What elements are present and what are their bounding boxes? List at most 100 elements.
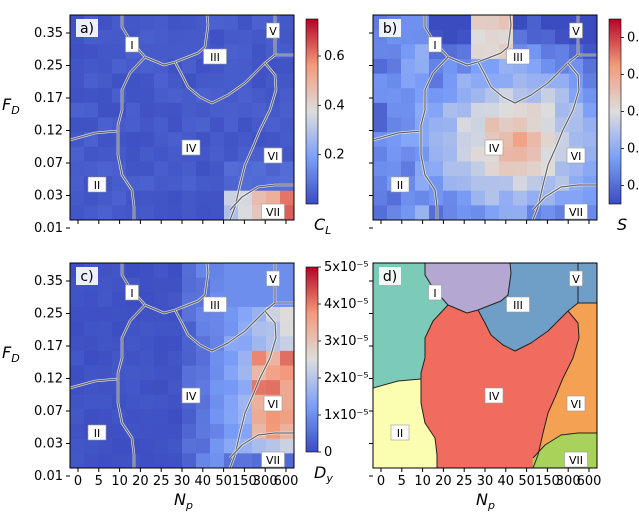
phase-boundary xyxy=(424,263,512,314)
heatmap-cell xyxy=(112,438,127,454)
heatmap-cell xyxy=(401,132,416,148)
heatmap-cell xyxy=(196,190,211,206)
heatmap-cell xyxy=(266,365,281,381)
region-label-box xyxy=(87,176,107,193)
x-tick-label: 50 xyxy=(215,474,232,489)
heatmap-cell xyxy=(224,161,239,177)
heatmap-cell xyxy=(182,424,197,440)
heatmap-cell xyxy=(387,117,402,133)
heatmap-cell xyxy=(238,453,253,468)
colorbar-tick-label: 0.3 xyxy=(627,179,639,194)
heatmap-cell xyxy=(168,15,183,31)
heatmap-cell xyxy=(238,58,253,75)
heatmap-cell xyxy=(415,15,430,31)
colorbar-tick-label: 0.2 xyxy=(324,148,345,163)
heatmap-cell xyxy=(266,161,281,177)
heatmap-cell xyxy=(527,117,542,133)
phase-boundary xyxy=(229,432,294,459)
heatmap-cell xyxy=(168,438,183,454)
heatmap-cell xyxy=(513,15,528,31)
heatmap-cell xyxy=(210,321,225,337)
heatmap-cell xyxy=(457,161,472,177)
phase-boundary xyxy=(532,184,597,211)
region-label-box xyxy=(263,395,283,412)
heatmap-cell xyxy=(569,117,584,133)
heatmap-cell xyxy=(485,102,500,119)
heatmap-cell xyxy=(224,132,239,148)
heatmap-cell xyxy=(415,58,430,75)
heatmap-cell xyxy=(98,146,113,163)
heatmap-cell xyxy=(499,117,514,133)
heatmap-cell xyxy=(168,146,183,163)
heatmap-cell xyxy=(84,394,99,411)
heatmap-cell xyxy=(154,336,169,352)
heatmap-cell xyxy=(457,190,472,206)
region-label: V xyxy=(269,273,277,286)
heatmap-cell xyxy=(527,73,542,89)
heatmap-cell xyxy=(182,438,197,454)
heatmap-cell xyxy=(196,102,211,119)
heatmap-cell xyxy=(70,190,85,206)
phase-boundary xyxy=(229,310,277,468)
heatmap-cell xyxy=(196,321,211,337)
heatmap-cell xyxy=(168,365,183,381)
heatmap-cell xyxy=(238,350,253,367)
heatmap-cell xyxy=(168,321,183,337)
heatmap-cell xyxy=(140,146,155,163)
heatmap-cell xyxy=(443,29,458,45)
heatmap-cell xyxy=(224,88,239,104)
heatmap-cell xyxy=(140,117,155,133)
region-label-box xyxy=(125,36,139,53)
region-label: V xyxy=(572,25,580,38)
heatmap-cell xyxy=(98,44,113,60)
region-label-box xyxy=(390,176,410,193)
heatmap-cell xyxy=(485,88,500,104)
heatmap-cell xyxy=(224,394,239,411)
heatmap-cell xyxy=(84,336,99,352)
heatmap-cell xyxy=(583,132,597,148)
region-label-box xyxy=(181,139,201,156)
heatmap-cell xyxy=(499,205,514,220)
heatmap-cell xyxy=(210,438,225,454)
heatmap-cell xyxy=(401,146,416,163)
heatmap-cell xyxy=(252,15,267,31)
heatmap-cell xyxy=(224,350,239,367)
panel-b-plot xyxy=(373,15,597,220)
heatmap-cell xyxy=(401,15,416,31)
heatmap-cell xyxy=(140,350,155,367)
region-label-box xyxy=(266,270,280,287)
phase-boundary xyxy=(420,56,449,220)
heatmap-cell xyxy=(583,102,597,119)
heatmap-cell xyxy=(238,380,253,396)
phase-boundary xyxy=(229,184,294,211)
heatmap-cell xyxy=(70,205,85,220)
heatmap-cell xyxy=(224,292,239,308)
heatmap-cell xyxy=(210,380,225,396)
heatmap-cell xyxy=(401,58,416,75)
heatmap-cell xyxy=(373,58,388,75)
heatmap-cell xyxy=(70,117,85,133)
heatmap-cell xyxy=(154,44,169,60)
colorbar-tick-label: 0.5 xyxy=(627,105,639,120)
region-label-box xyxy=(428,36,442,53)
heatmap-cell xyxy=(252,263,267,279)
heatmap-cell xyxy=(387,73,402,89)
heatmap-cell xyxy=(70,409,85,425)
heatmap-cell xyxy=(401,88,416,104)
heatmap-cell xyxy=(485,58,500,75)
heatmap-cell xyxy=(196,453,211,468)
heatmap-cell xyxy=(224,146,239,163)
heatmap-cell xyxy=(485,205,500,220)
heatmap-cell xyxy=(443,161,458,177)
heatmap-cell xyxy=(112,190,127,206)
heatmap-cell xyxy=(252,277,267,293)
heatmap-cell xyxy=(126,117,141,133)
heatmap-cell xyxy=(70,365,85,381)
heatmap-cell xyxy=(429,132,444,148)
heatmap-cell xyxy=(527,44,542,60)
heatmap-cell xyxy=(70,438,85,454)
heatmap-cell xyxy=(126,15,141,31)
heatmap-cell xyxy=(196,29,211,45)
